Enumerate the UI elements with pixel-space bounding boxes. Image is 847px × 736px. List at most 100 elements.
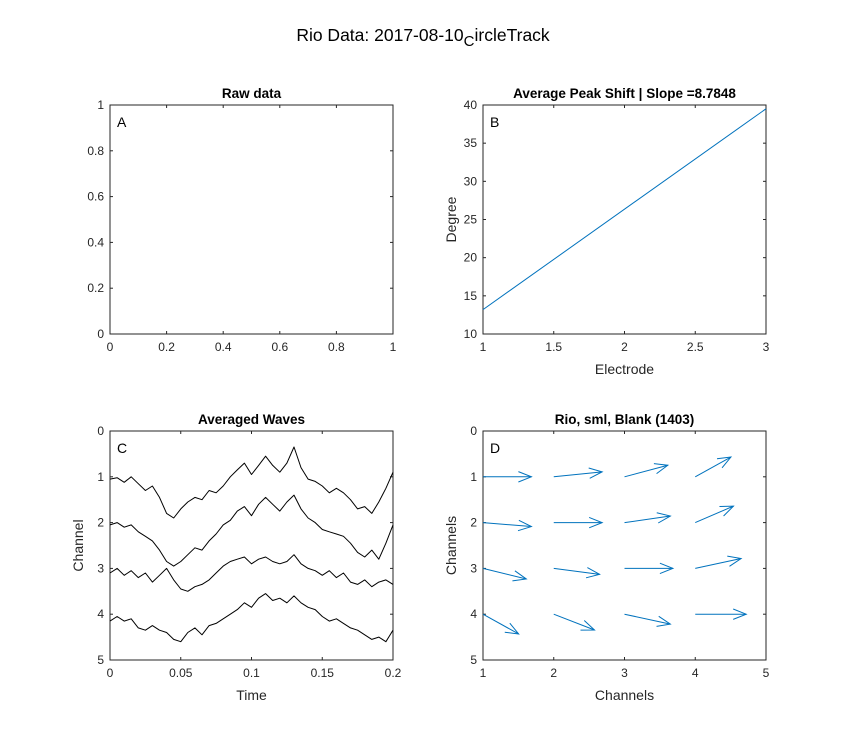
arrow-shaft (482, 613, 519, 635)
arrow-shaft (695, 505, 734, 524)
y-tick-label: 4 (97, 607, 104, 621)
x-axis-label: Time (236, 687, 267, 703)
series-line-1 (109, 446, 394, 519)
arrow-shaft (624, 613, 671, 625)
quiver-arrow-15 (624, 613, 672, 627)
y-tick-label: 20 (464, 251, 478, 265)
quiver-arrow-8 (695, 505, 735, 524)
y-tick-label: 0 (97, 424, 104, 438)
arrow-shaft (624, 515, 671, 524)
quiver-arrow-4 (695, 456, 733, 478)
quiver-arrow-9 (482, 567, 528, 582)
y-tick-label: 0.2 (87, 281, 104, 295)
arrow-head (517, 519, 533, 532)
series-line-3 (109, 554, 394, 592)
series-line-2 (109, 494, 394, 567)
x-tick-label: 4 (692, 666, 699, 680)
x-tick-label: 0.2 (385, 666, 402, 680)
x-axis-label: Channels (595, 687, 654, 703)
quiver-arrow-1 (483, 471, 533, 483)
arrow-shaft (553, 567, 600, 575)
x-tick-label: 0.4 (215, 340, 232, 354)
arrow-head (512, 570, 528, 582)
y-tick-label: 2 (97, 516, 104, 530)
x-axis-label: Electrode (595, 361, 654, 377)
quiver-arrow-3 (624, 463, 670, 478)
x-tick-label: 2.5 (687, 340, 704, 354)
panel-a-raw-data: Raw data A 0 0.2 0.4 0.6 0.8 1 0 0.2 0.4 0.6 0.8 1 (87, 86, 396, 354)
panel-letter: D (490, 440, 500, 456)
arrow-head (719, 505, 735, 517)
y-tick-label: 0.4 (87, 235, 104, 249)
arrow-head (656, 615, 672, 627)
arrow-shaft (624, 464, 668, 478)
series-line-1 (482, 108, 767, 311)
y-tick-label: 3 (97, 561, 104, 575)
y-tick-label: 1 (97, 98, 104, 112)
panel-title: Raw data (222, 86, 282, 101)
quiver-arrow-16 (695, 608, 748, 620)
y-tick-label: 35 (464, 136, 478, 150)
panel-title: Rio, sml, Blank (1403) (555, 412, 695, 427)
panel-b-average-peak-shift: Average Peak Shift | Slope =8.7848 B 1 1.5 2… (443, 86, 770, 377)
x-tick-label: 0.1 (243, 666, 260, 680)
x-tick-label: 0.15 (311, 666, 335, 680)
y-tick-label: 5 (470, 653, 477, 667)
arrow-head (580, 620, 596, 631)
quiver-arrow-7 (624, 512, 672, 524)
figure-title-rest: ircleTrack (474, 25, 549, 45)
y-tick-label: 30 (464, 174, 478, 188)
x-tick-label: 1 (480, 340, 487, 354)
quiver-arrow-10 (553, 567, 601, 579)
arrow-head (716, 456, 733, 469)
x-tick-label: 3 (763, 340, 770, 354)
x-tick-label: 1 (390, 340, 397, 354)
y-tick-label: 0 (470, 424, 477, 438)
x-tick-label: 2 (621, 340, 628, 354)
arrow-head (588, 467, 604, 479)
y-tick-label: 4 (470, 607, 477, 621)
arrow-head (656, 512, 672, 524)
x-tick-label: 0 (107, 340, 114, 354)
panel-letter: C (117, 440, 127, 456)
axes-box (109, 104, 394, 335)
x-tick-label: 3 (621, 666, 628, 680)
x-tick-label: 0.2 (158, 340, 175, 354)
arrow-shaft (553, 471, 603, 478)
y-tick-label: 5 (97, 653, 104, 667)
arrow-head (588, 516, 604, 529)
x-tick-label: 0.6 (271, 340, 288, 354)
arrow-head (659, 562, 675, 575)
arrow-shaft (695, 456, 732, 478)
y-tick-label: 15 (464, 289, 478, 303)
y-tick-label: 0.6 (87, 190, 104, 204)
figure-title-main: Rio Data: 2017-08-10 (296, 25, 464, 45)
panel-letter: B (490, 114, 499, 130)
y-tick-label: 0.8 (87, 144, 104, 158)
quiver-arrow-11 (624, 562, 675, 575)
x-tick-label: 0.05 (169, 666, 193, 680)
panel-d-quiver: Rio, sml, Blank (1403)D1 2 3 4 5012345Channe… (443, 412, 770, 703)
series-line-4 (109, 593, 394, 643)
arrow-head (733, 608, 748, 620)
arrow-head (653, 463, 670, 475)
y-tick-label: 40 (464, 98, 478, 112)
arrow-head (518, 471, 533, 483)
x-tick-label: 2 (550, 666, 557, 680)
arrow-shaft (482, 567, 527, 580)
arrow-shaft (695, 558, 742, 569)
quiver-arrow-14 (553, 613, 596, 631)
panel-letter: A (117, 114, 127, 130)
y-tick-label: 0 (97, 327, 104, 341)
arrow-head (504, 622, 520, 635)
figure-title-subscript: C (464, 33, 475, 50)
arrow-shaft (553, 613, 595, 631)
x-tick-label: 0 (107, 666, 114, 680)
y-axis-label: Channels (443, 516, 459, 575)
arrow-head (585, 567, 601, 579)
y-axis-label: Degree (443, 196, 459, 242)
y-tick-label: 1 (470, 470, 477, 484)
x-tick-label: 5 (763, 666, 770, 680)
